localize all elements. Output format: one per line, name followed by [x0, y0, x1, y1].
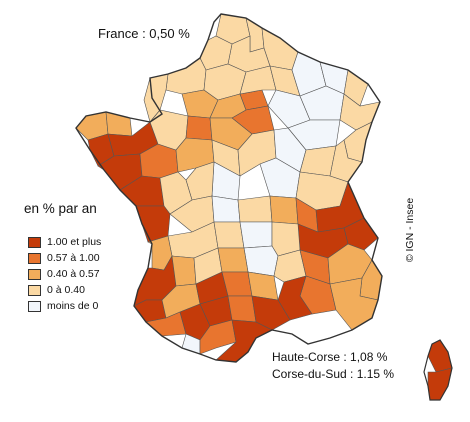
legend-item: 1.00 et plus [28, 234, 101, 250]
legend-item: moins de 0 [28, 298, 101, 314]
legend-label: 0 à 0.40 [47, 284, 85, 296]
legend-item: 0.57 à 1.00 [28, 250, 101, 266]
legend-swatch [28, 284, 41, 296]
legend-swatch [28, 252, 41, 264]
department-region [171, 255, 197, 287]
department-region [239, 221, 273, 249]
department-region [251, 295, 291, 331]
department-region [185, 115, 213, 141]
department-region [211, 195, 241, 223]
legend-item: 0.40 à 0.57 [28, 266, 101, 282]
department-region [243, 245, 279, 277]
legend-item: 0 à 0.40 [28, 282, 101, 298]
corsica-notes: Haute-Corse : 1,08 % Corse-du-Sud : 1.15… [272, 349, 394, 383]
department-region [227, 295, 257, 323]
legend-title: en % par an [24, 201, 97, 216]
department-region [213, 221, 245, 249]
legend-label: 0.40 à 0.57 [47, 268, 100, 280]
legend-label: 1.00 et plus [47, 236, 102, 248]
note-corse-du-sud: Corse-du-Sud : 1.15 % [272, 367, 395, 381]
credit-text: © IGN - Insee [403, 196, 417, 266]
legend-swatch [28, 268, 41, 280]
department-region [217, 247, 249, 273]
legend-label: moins de 0 [47, 300, 99, 312]
department-region [165, 57, 207, 95]
department-region [237, 195, 273, 223]
legend: 1.00 et plus 0.57 à 1.00 0.40 à 0.57 0 à 0.… [28, 234, 101, 314]
national-average-label: France : 0,50 % [98, 26, 190, 41]
note-haute-corse: Haute-Corse : 1,08 % [272, 350, 388, 364]
department-region [135, 205, 171, 243]
legend-swatch [28, 300, 41, 312]
legend-swatch [28, 236, 41, 248]
france-outline [75, 13, 383, 363]
departments-layer [75, 13, 453, 401]
legend-label: 0.57 à 1.00 [47, 252, 100, 264]
department-region [269, 195, 299, 225]
credit-label: © IGN - Insee [404, 197, 416, 263]
department-region [239, 65, 277, 95]
corsica-outline [423, 339, 453, 401]
